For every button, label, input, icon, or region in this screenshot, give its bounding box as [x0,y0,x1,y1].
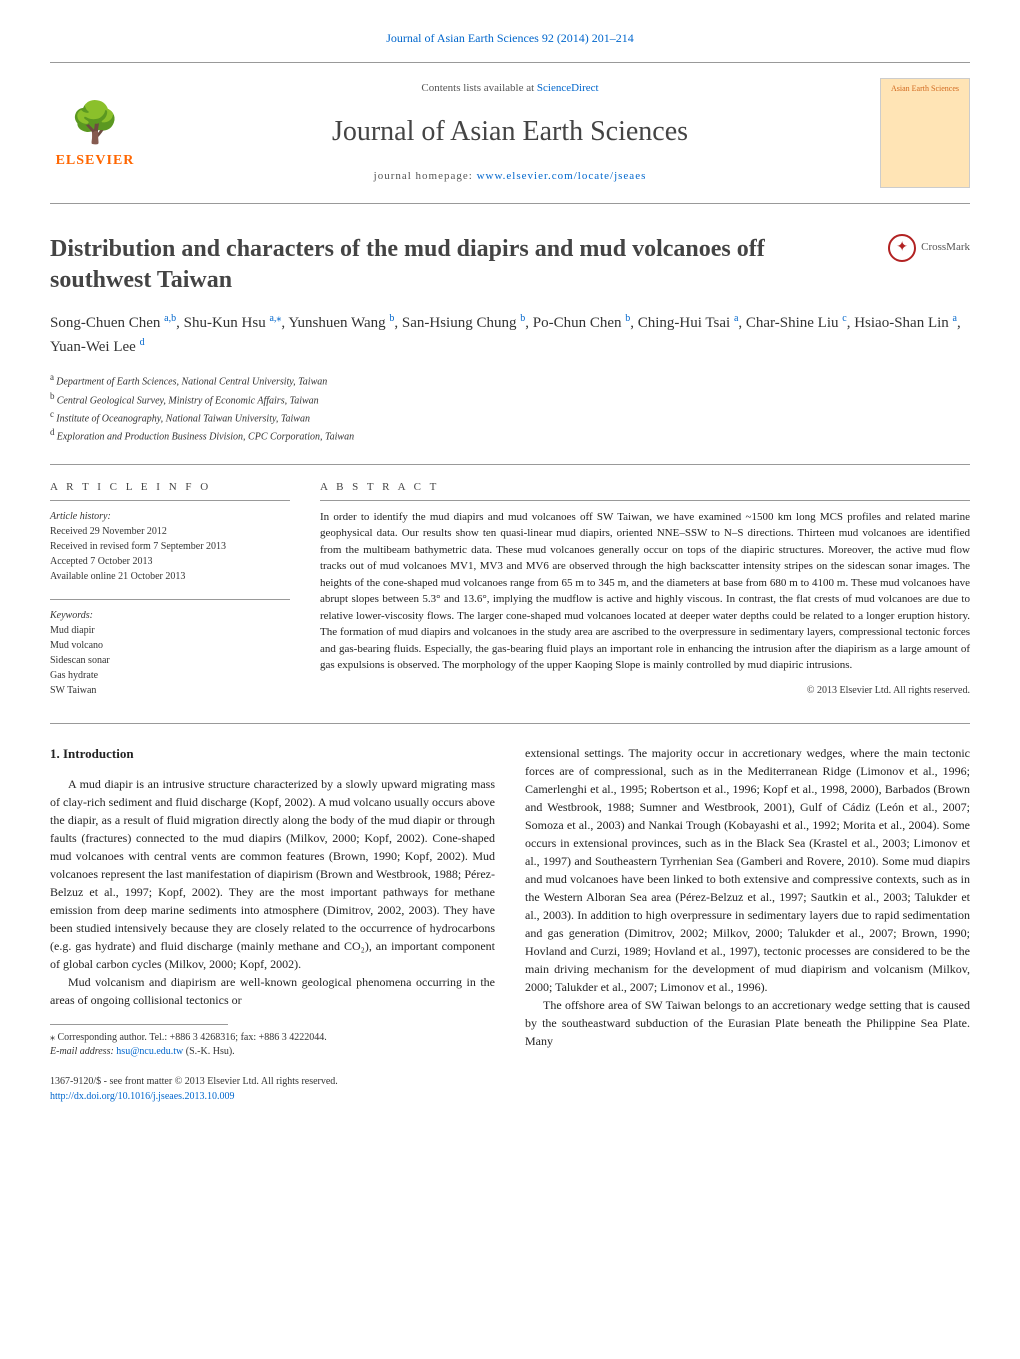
journal-cover-thumbnail: Asian Earth Sciences [880,78,970,188]
author: Hsiao-Shan Lin a [854,315,957,331]
crossmark-label: CrossMark [921,240,970,255]
email-line: E-mail address: hsu@ncu.edu.tw (S.-K. Hs… [50,1045,495,1059]
history-item: Received in revised form 7 September 201… [50,539,290,554]
abstract-text: In order to identify the mud diapirs and… [320,509,970,674]
header-center: Contents lists available at ScienceDirec… [160,81,860,184]
elsevier-tree-icon: 🌳 [70,95,120,151]
abstract-copyright: © 2013 Elsevier Ltd. All rights reserved… [320,684,970,698]
corr-line: ⁎ Corresponding author. Tel.: +886 3 426… [50,1031,495,1045]
article-title: Distribution and characters of the mud d… [50,234,868,296]
author-affiliation-sup: b [389,313,394,324]
email-label: E-mail address: [50,1046,116,1057]
body-columns: 1. Introduction A mud diapir is an intru… [50,723,970,1105]
author: Yuan-Wei Lee d [50,339,145,355]
affiliation-sup: b [50,391,57,401]
left-column: 1. Introduction A mud diapir is an intru… [50,744,495,1105]
keyword: Gas hydrate [50,668,290,683]
email-suffix: (S.-K. Hsu). [183,1046,234,1057]
intro-p4: The offshore area of SW Taiwan belongs t… [525,996,970,1050]
keyword: Sidescan sonar [50,653,290,668]
crossmark-badge[interactable]: ✦ CrossMark [888,234,970,262]
email-link[interactable]: hsu@ncu.edu.tw [116,1046,183,1057]
intro-p3: extensional settings. The majority occur… [525,744,970,996]
footnote-separator [50,1024,228,1031]
author: Shu-Kun Hsu a,⁎ [184,315,282,331]
issn-line: 1367-9120/$ - see front matter © 2013 El… [50,1074,495,1089]
journal-citation[interactable]: Journal of Asian Earth Sciences 92 (2014… [50,30,970,47]
author: Ching-Hui Tsai a [638,315,739,331]
journal-name: Journal of Asian Earth Sciences [160,112,860,151]
author: Char-Shine Liu c [746,315,847,331]
doi-link[interactable]: http://dx.doi.org/10.1016/j.jseaes.2013.… [50,1089,495,1104]
bottom-meta: 1367-9120/$ - see front matter © 2013 El… [50,1074,495,1104]
author-affiliation-sup: a,⁎ [269,313,281,324]
section-1-heading: 1. Introduction [50,744,495,764]
homepage-line: journal homepage: www.elsevier.com/locat… [160,169,860,184]
article-info-heading: A R T I C L E I N F O [50,480,290,500]
author: Po-Chun Chen b [533,315,631,331]
affiliation: b Central Geological Survey, Ministry of… [50,390,970,408]
authors-list: Song-Chuen Chen a,b, Shu-Kun Hsu a,⁎, Yu… [50,311,970,359]
keywords-block: Keywords: Mud diapirMud volcanoSidescan … [50,599,290,698]
keywords-label: Keywords: [50,608,290,623]
author: Yunshuen Wang b [288,315,394,331]
author-affiliation-sup: b [625,313,630,324]
affiliation: c Institute of Oceanography, National Ta… [50,408,970,426]
right-column: extensional settings. The majority occur… [525,744,970,1105]
affiliations-list: a Department of Earth Sciences, National… [50,371,970,444]
history-item: Received 29 November 2012 [50,524,290,539]
author: Song-Chuen Chen a,b [50,315,176,331]
author-affiliation-sup: a [734,313,738,324]
elsevier-logo: 🌳 ELSEVIER [50,83,140,183]
author-affiliation-sup: a,b [164,313,176,324]
title-row: Distribution and characters of the mud d… [50,234,970,296]
info-abstract-row: A R T I C L E I N F O Article history: R… [50,464,970,697]
abstract-column: A B S T R A C T In order to identify the… [320,480,970,697]
homepage-prefix: journal homepage: [374,170,477,182]
history-item: Available online 21 October 2013 [50,569,290,584]
author-affiliation-sup: b [520,313,525,324]
author-affiliation-sup: c [842,313,846,324]
affiliation-sup: a [50,372,56,382]
journal-header: 🌳 ELSEVIER Contents lists available at S… [50,62,970,204]
affiliation-sup: d [50,427,57,437]
keyword: SW Taiwan [50,683,290,698]
keyword: Mud volcano [50,638,290,653]
contents-prefix: Contents lists available at [421,82,536,94]
corresponding-author-footnote: ⁎ Corresponding author. Tel.: +886 3 426… [50,1031,495,1059]
contents-line: Contents lists available at ScienceDirec… [160,81,860,96]
crossmark-icon: ✦ [888,234,916,262]
affiliation-sup: c [50,409,56,419]
sciencedirect-link[interactable]: ScienceDirect [537,82,599,94]
elsevier-text: ELSEVIER [56,151,135,171]
history-item: Accepted 7 October 2013 [50,554,290,569]
keyword: Mud diapir [50,623,290,638]
intro-p2: Mud volcanism and diapirism are well-kno… [50,973,495,1009]
author-affiliation-sup: d [140,337,145,348]
affiliation: d Exploration and Production Business Di… [50,426,970,444]
author-affiliation-sup: a [953,313,957,324]
abstract-heading: A B S T R A C T [320,480,970,500]
article-info: A R T I C L E I N F O Article history: R… [50,480,290,697]
history-label: Article history: [50,509,290,524]
affiliation: a Department of Earth Sciences, National… [50,371,970,389]
homepage-link[interactable]: www.elsevier.com/locate/jseaes [477,170,647,182]
author: San-Hsiung Chung b [402,315,525,331]
intro-p1: A mud diapir is an intrusive structure c… [50,775,495,973]
